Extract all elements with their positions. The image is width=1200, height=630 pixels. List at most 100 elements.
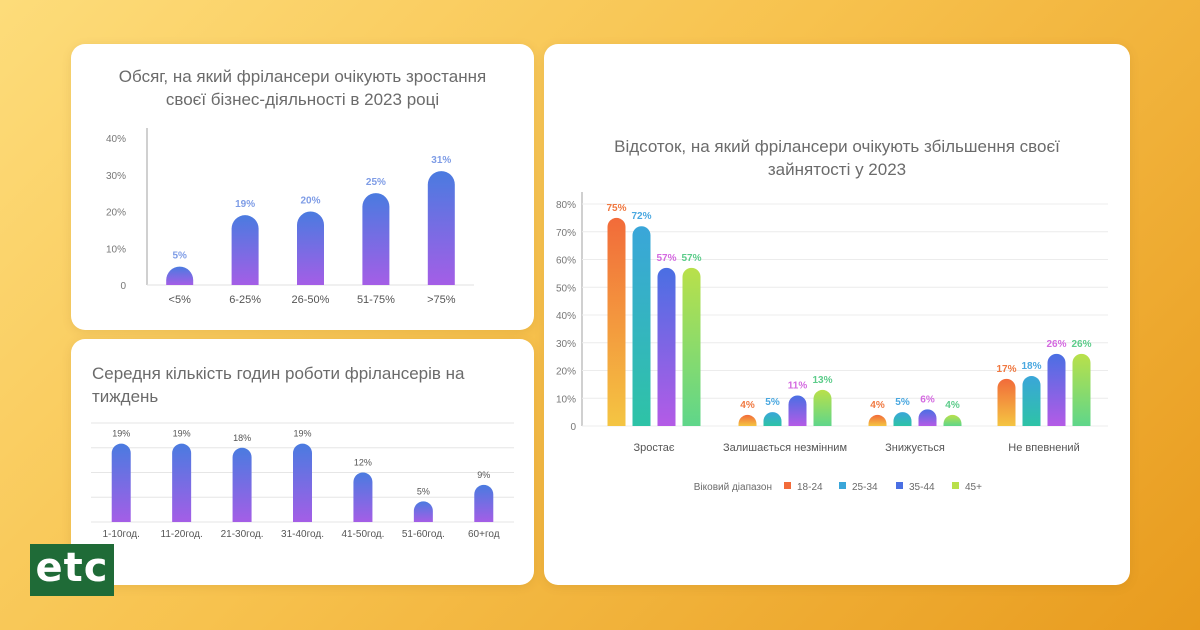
x-tick-label: Залишається незмінним (723, 442, 847, 454)
legend-title: Віковий діапазон (694, 482, 772, 493)
data-label: 12% (354, 458, 372, 468)
data-label: 57% (681, 253, 701, 264)
y-tick-label: 70% (556, 228, 576, 239)
y-tick-label: 20% (106, 208, 126, 219)
chart-card-business-growth: Обсяг, на який фрілансери очікують зрост… (71, 44, 534, 330)
y-tick-label: 10% (556, 394, 576, 405)
data-label: 5% (765, 397, 780, 408)
chart-title: Обсяг, на який фрілансери очікують зрост… (71, 65, 534, 111)
x-tick-label: Знижується (885, 442, 945, 454)
data-label: 11% (788, 380, 808, 391)
bar (231, 215, 259, 285)
data-label: 31% (431, 155, 451, 166)
bar (293, 443, 312, 522)
bar (111, 443, 131, 522)
y-tick-label: 60% (556, 256, 576, 267)
y-tick-label: 50% (556, 283, 576, 294)
bar (362, 193, 390, 285)
x-tick-label: 51-75% (357, 294, 395, 306)
x-tick-label: 26-50% (292, 294, 330, 306)
legend-label: 45+ (965, 482, 982, 493)
bar-chart-business-growth: 0 10% 20% 30% 40% 5% <5% 19% 6-25% 20% 26-50% 25% 51… (106, 128, 474, 306)
bar (657, 267, 676, 426)
bar (788, 395, 807, 426)
data-label: 19% (293, 429, 311, 439)
etc-logo: etc (30, 544, 114, 596)
x-tick-label: 6-25% (229, 294, 261, 306)
data-label: 5% (172, 251, 187, 262)
x-tick-label: 31-40год. (281, 529, 324, 540)
data-label: 6% (920, 394, 935, 405)
y-tick-label: 40% (106, 134, 126, 145)
bar (474, 484, 494, 522)
x-tick-label: 60+год (468, 529, 500, 540)
bar (682, 267, 701, 426)
x-tick-label: 51-60год. (402, 529, 445, 540)
bar (1047, 353, 1066, 426)
bar (413, 501, 433, 522)
data-label: 4% (870, 400, 885, 411)
bar (997, 378, 1016, 426)
data-label: 13% (812, 375, 832, 386)
bar (738, 414, 757, 426)
bar (166, 266, 194, 285)
data-label: 25% (366, 177, 386, 188)
bar (427, 171, 455, 285)
x-tick-label: Не впевнений (1008, 442, 1079, 454)
y-tick-label: 20% (556, 367, 576, 378)
bar (893, 412, 912, 426)
data-label: 4% (945, 400, 960, 411)
legend-swatch (896, 482, 903, 489)
data-label: 19% (173, 429, 191, 439)
data-label: 19% (235, 199, 255, 210)
legend-swatch (839, 482, 846, 489)
bar (172, 443, 192, 522)
bar (813, 389, 832, 426)
y-tick-label: 10% (106, 244, 126, 255)
x-tick-label: 1-10год. (103, 529, 140, 540)
bar (607, 217, 626, 426)
x-tick-label: <5% (169, 294, 192, 306)
data-label: 18% (1021, 361, 1041, 372)
legend-swatch (784, 482, 791, 489)
legend-label: 35-44 (909, 482, 935, 493)
y-tick-label: 40% (556, 311, 576, 322)
x-tick-label: 21-30год. (221, 529, 264, 540)
bar (297, 211, 324, 285)
y-tick-label: 30% (556, 339, 576, 350)
data-label: 9% (477, 470, 490, 480)
chart-title: Відсоток, на який фрілансери очікують зб… (544, 135, 1130, 181)
data-label: 5% (895, 397, 910, 408)
bar (918, 409, 937, 426)
chart-title-line: своєї бізнес-діяльності в 2023 році (165, 90, 440, 109)
data-label: 17% (996, 364, 1016, 375)
chart-card-employment-growth: Відсоток, на який фрілансери очікують зб… (544, 44, 1130, 585)
chart-title: Середня кількість годин роботи фрілансер… (92, 364, 465, 406)
chart-card-weekly-hours: Середня кількість годин роботи фрілансер… (71, 339, 534, 585)
bar (232, 447, 252, 522)
data-label: 72% (631, 211, 651, 222)
x-tick-label: 11-20год. (161, 529, 203, 540)
data-label: 20% (300, 196, 320, 207)
y-tick-label: 30% (106, 171, 126, 182)
y-tick-label: 0 (120, 281, 126, 292)
bar-chart-weekly-hours: 19% 1-10год. 19% 11-20год. 18% 21-30год. 19% 31… (91, 422, 514, 540)
bar (1022, 376, 1041, 426)
x-tick-label: 41-50год. (341, 529, 384, 540)
data-label: 26% (1046, 339, 1066, 350)
grouped-bar-chart-employment: 0 10% 20% 30% 40% 50% 60% 70% 80% 75% 72% 57% 57% Зро… (556, 192, 1108, 493)
bar (868, 414, 887, 426)
y-tick-label: 80% (556, 200, 576, 211)
data-label: 5% (417, 486, 430, 496)
data-label: 57% (656, 253, 676, 264)
data-label: 26% (1071, 339, 1091, 350)
data-label: 19% (112, 429, 130, 439)
bar (632, 226, 651, 426)
bar (353, 472, 373, 522)
data-label: 75% (606, 203, 626, 214)
bar (943, 414, 962, 426)
data-label: 4% (740, 400, 755, 411)
bar (1072, 353, 1091, 426)
legend-swatch (952, 482, 959, 489)
legend-label: 18-24 (797, 482, 823, 493)
